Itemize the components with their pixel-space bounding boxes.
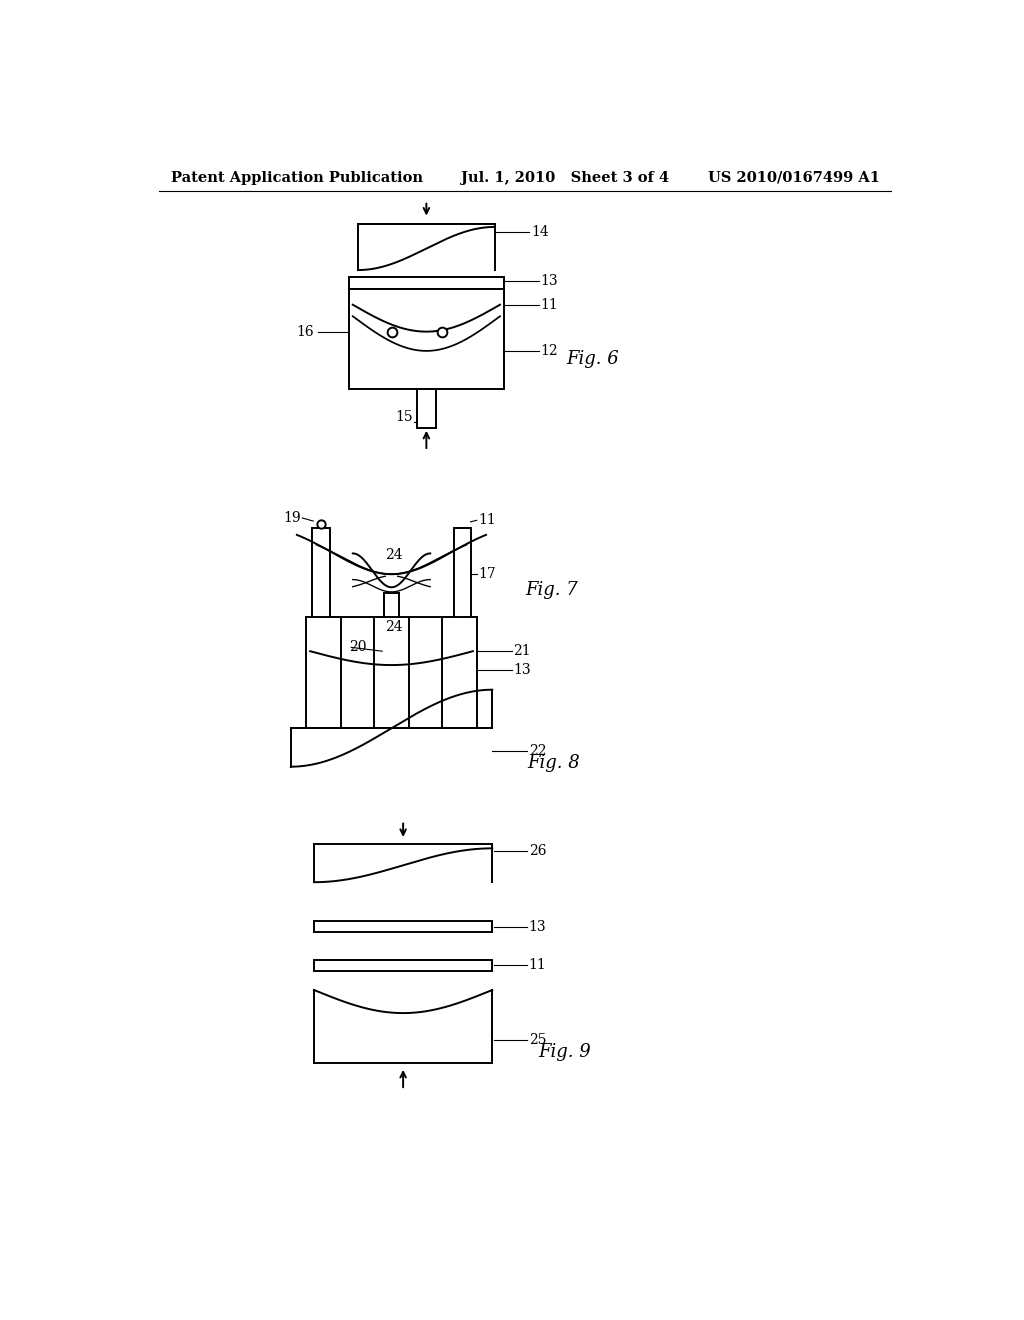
Text: 19: 19 (284, 511, 301, 525)
Text: 24: 24 (385, 619, 402, 634)
Text: 13: 13 (513, 664, 530, 677)
Text: 12: 12 (541, 345, 558, 358)
Text: Fig. 6: Fig. 6 (566, 350, 618, 367)
Text: Fig. 9: Fig. 9 (539, 1043, 592, 1060)
Bar (417, 389, 435, 428)
Bar (349, 277, 504, 289)
Bar (306, 616, 477, 729)
Text: 17: 17 (478, 568, 496, 581)
Text: 15: 15 (395, 411, 414, 424)
Text: 16: 16 (296, 325, 314, 339)
Text: 13: 13 (528, 920, 546, 933)
Bar (382, 632, 400, 663)
Text: Jul. 1, 2010   Sheet 3 of 4: Jul. 1, 2010 Sheet 3 of 4 (461, 170, 670, 185)
Text: 14: 14 (531, 224, 549, 239)
Bar (349, 289, 504, 389)
Bar (314, 960, 493, 970)
Text: US 2010/0167499 A1: US 2010/0167499 A1 (708, 170, 880, 185)
Text: 11: 11 (528, 958, 547, 973)
Text: 13: 13 (541, 273, 558, 288)
Text: 26: 26 (528, 845, 546, 858)
Text: 20: 20 (349, 640, 367, 655)
Bar (314, 921, 493, 932)
Text: 11: 11 (478, 513, 496, 527)
Text: 25: 25 (528, 1034, 546, 1047)
Bar (312, 620, 471, 632)
Text: Fig. 8: Fig. 8 (527, 754, 580, 772)
Text: 22: 22 (528, 744, 546, 758)
Text: 11: 11 (541, 298, 558, 312)
Text: 24: 24 (385, 548, 402, 562)
Bar (454, 528, 471, 620)
Text: 21: 21 (513, 644, 530, 659)
Text: Patent Application Publication: Patent Application Publication (171, 170, 423, 185)
Bar (312, 528, 330, 620)
Text: Fig. 7: Fig. 7 (524, 581, 578, 598)
